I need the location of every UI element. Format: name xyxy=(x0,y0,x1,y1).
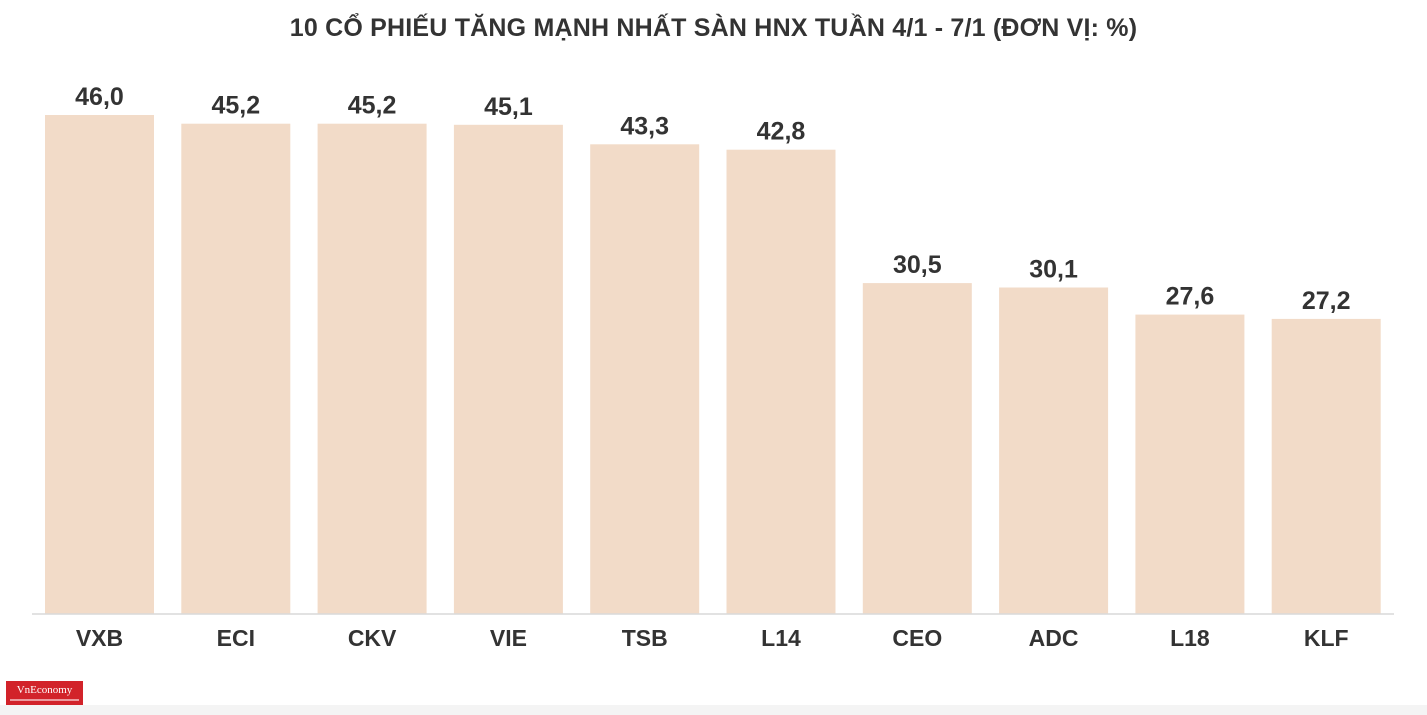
category-label-ckv: CKV xyxy=(348,625,397,651)
bar-adc xyxy=(999,287,1109,614)
category-label-l18: L18 xyxy=(1170,625,1210,651)
bar-l14 xyxy=(726,149,836,614)
labels-layer: 46,0 VXB 45,2 ECI 45,2 CKV 45,1 VIE 43,3 TSB 42,8 L… xyxy=(75,83,1350,651)
value-label-eci: 45,2 xyxy=(211,92,260,120)
chart-title: 10 CỔ PHIẾU TĂNG MẠNH NHẤT SÀN HNX TUẦN … xyxy=(289,14,1138,42)
bar-eci xyxy=(181,123,291,614)
logo-text: VnEconomy xyxy=(16,684,73,696)
logo-tagline-mark xyxy=(10,699,79,701)
category-label-vie: VIE xyxy=(490,625,527,651)
category-label-l14: L14 xyxy=(761,625,801,651)
bar-ckv xyxy=(317,123,427,614)
footer-strip xyxy=(0,705,1427,715)
bar-klf xyxy=(1271,318,1381,614)
bar-vxb xyxy=(45,115,154,614)
bar-ceo xyxy=(862,283,972,614)
vneconomy-logo: VnEconomy xyxy=(6,681,83,706)
value-label-tsb: 43,3 xyxy=(620,112,669,140)
category-label-klf: KLF xyxy=(1304,625,1349,651)
category-label-eci: ECI xyxy=(217,625,255,651)
value-label-adc: 30,1 xyxy=(1029,256,1078,284)
value-label-ckv: 45,2 xyxy=(348,92,397,120)
bar-vie xyxy=(453,124,563,615)
category-label-ceo: CEO xyxy=(892,625,942,651)
value-label-ceo: 30,5 xyxy=(893,251,942,279)
bar-tsb xyxy=(590,144,700,615)
bars-layer xyxy=(45,115,1381,615)
category-label-vxb: VXB xyxy=(76,625,123,651)
value-label-klf: 27,2 xyxy=(1302,287,1351,315)
category-label-adc: ADC xyxy=(1029,625,1079,651)
category-label-tsb: TSB xyxy=(622,625,668,651)
value-label-l18: 27,6 xyxy=(1166,283,1215,311)
value-label-l14: 42,8 xyxy=(757,118,806,146)
bar-l18 xyxy=(1135,314,1245,614)
value-label-vie: 45,1 xyxy=(484,93,533,121)
value-label-vxb: 46,0 xyxy=(75,83,124,111)
